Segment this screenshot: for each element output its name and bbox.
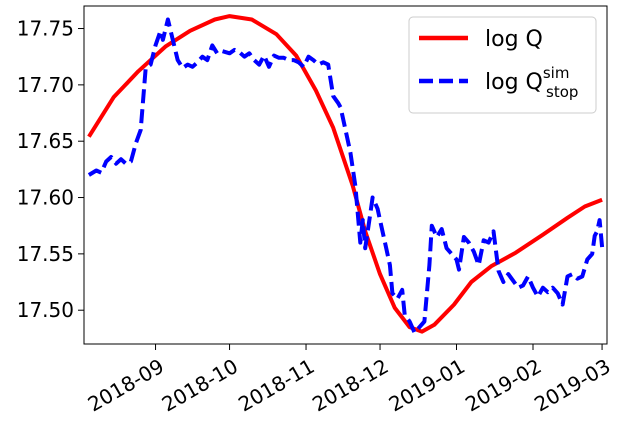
series-lines (87, 14, 605, 335)
legend-label-base: log Q (485, 70, 543, 95)
series-line-log-q-sim-stop (87, 17, 605, 335)
y-tick-label: 17.65 (17, 129, 74, 153)
x-tick-label: 2018-09 (84, 354, 168, 417)
legend-label-log-q: log Q (485, 27, 543, 52)
x-tick-label: 2019-01 (385, 354, 469, 417)
legend-label-sub: stop (546, 83, 578, 101)
y-tick-label: 17.50 (17, 298, 74, 322)
x-tick-label: 2018-10 (158, 354, 242, 417)
legend: log Q log Qsim stop (408, 16, 597, 114)
plot-frame (83, 5, 608, 345)
x-tick-label: 2019-03 (530, 354, 614, 417)
y-tick-label: 17.55 (17, 242, 74, 266)
y-tick-label: 17.60 (17, 186, 74, 210)
legend-box (408, 16, 597, 114)
y-tick-label: 17.75 (17, 17, 74, 41)
x-tick-label: 2018-12 (308, 354, 392, 417)
x-tick-label: 2019-02 (461, 354, 545, 417)
legend-label-sup: sim (543, 64, 570, 82)
x-axis-ticks: 2018-092018-102018-112018-122019-012019-… (84, 344, 615, 417)
x-tick-label: 2018-11 (234, 354, 318, 417)
y-axis-ticks: 17.50 17.55 17.60 17.65 17.70 17.75 (17, 17, 84, 322)
y-tick-label: 17.70 (17, 73, 74, 97)
legend-label-log-q-sim-stop: log Qsim stop (485, 64, 578, 101)
